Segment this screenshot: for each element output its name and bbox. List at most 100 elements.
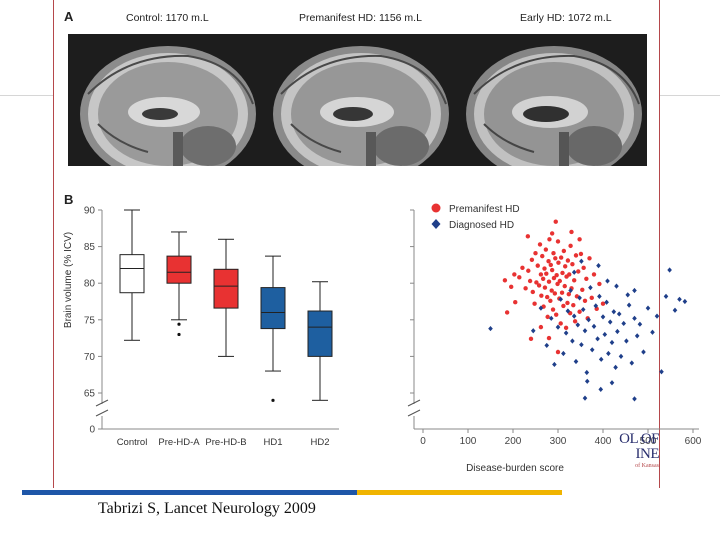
diagnosed-point: [667, 267, 672, 273]
category-label: Pre-HD-B: [205, 437, 246, 448]
diagnosed-point: [586, 317, 591, 323]
premanifest-point: [571, 302, 576, 308]
diagnosed-point: [629, 360, 635, 366]
y-tick-label: 0: [89, 425, 95, 436]
diagnosed-point: [582, 395, 588, 401]
premanifest-point: [502, 278, 508, 283]
logo-text-line2: INE: [635, 446, 660, 462]
premanifest-point: [548, 298, 553, 303]
premanifest-point: [597, 281, 602, 287]
premanifest-point: [550, 307, 556, 312]
legend-marker-diagnosed: [431, 219, 441, 229]
premanifest-point: [554, 312, 559, 317]
diagnosed-point: [595, 336, 600, 342]
diagnosed-point: [659, 369, 664, 375]
box-plot: Brain volume (% ICV) 0 65 70 75 80 85 90 Contro…: [63, 206, 339, 448]
diagnosed-point: [488, 325, 493, 332]
diagnosed-point: [593, 303, 599, 309]
diagnosed-point: [598, 356, 604, 362]
premanifest-point: [538, 324, 544, 330]
premanifest-point: [549, 267, 555, 273]
x-tick-label: 0: [420, 436, 426, 447]
premanifest-point: [543, 247, 549, 252]
premanifest-point: [582, 298, 588, 303]
premanifest-point: [567, 272, 572, 277]
diagnosed-point: [598, 386, 604, 392]
diagnosed-point: [663, 293, 669, 299]
premanifest-point: [572, 319, 578, 324]
outlier-point: [177, 322, 181, 326]
diagnosed-point: [591, 323, 597, 329]
premanifest-point: [562, 283, 567, 289]
premanifest-point: [557, 278, 562, 284]
x-tick-label: 100: [460, 436, 477, 447]
diagnosed-point: [573, 358, 579, 365]
premanifest-point: [535, 263, 540, 268]
diagnosed-point: [579, 258, 584, 264]
premanifest-point: [591, 272, 597, 277]
y-axis-label: Brain volume (% ICV): [63, 232, 74, 328]
premanifest-point: [555, 239, 561, 244]
diagnosed-point: [632, 396, 637, 402]
diagnosed-point: [634, 333, 640, 339]
premanifest-point: [561, 303, 566, 309]
diagnosed-point: [672, 307, 678, 313]
diagnosed-point: [589, 347, 595, 353]
premanifest-point: [546, 279, 552, 284]
diagnosed-point: [584, 378, 590, 384]
premanifest-point: [572, 278, 577, 283]
premanifest-point: [523, 286, 528, 291]
diagnosed-point: [626, 302, 632, 308]
brain-title-early-hd: Early HD: 1072 m.L: [520, 12, 612, 24]
premanifest-point: [552, 291, 558, 296]
panel-b-label: B: [64, 192, 74, 207]
premanifest-point: [578, 251, 584, 257]
premanifest-point: [589, 295, 594, 301]
panel-a-label: A: [64, 9, 74, 24]
diagnosed-point: [544, 342, 550, 349]
outlier-point: [177, 332, 181, 337]
brain-title-control: Control: 1170 m.L: [126, 12, 209, 24]
premanifest-point: [551, 275, 557, 281]
box-hd1: [260, 287, 286, 330]
diagnosed-point: [565, 308, 571, 314]
premanifest-point: [528, 336, 534, 342]
color-bar: [22, 490, 562, 495]
x-tick-label: 400: [595, 436, 612, 447]
diagnosed-point: [579, 342, 584, 348]
premanifest-point: [546, 259, 551, 264]
premanifest-point: [548, 262, 553, 268]
premanifest-point: [545, 294, 550, 300]
category-label: HD2: [310, 437, 329, 448]
premanifest-point: [556, 260, 561, 265]
university-logo: OL OF INE of Kansas: [597, 432, 659, 471]
x-tick-label: 500: [640, 436, 657, 447]
premanifest-point: [600, 301, 606, 306]
premanifest-point: [542, 266, 547, 271]
premanifest-point: [540, 276, 546, 282]
diagnosed-point: [552, 361, 557, 368]
category-label: HD1: [263, 437, 282, 448]
premanifest-point: [551, 250, 556, 256]
premanifest-point: [517, 275, 522, 280]
premanifest-point: [547, 237, 552, 242]
premanifest-point: [559, 290, 565, 295]
premanifest-point: [509, 284, 514, 290]
premanifest-point: [570, 261, 575, 267]
diagnosed-point: [571, 269, 577, 275]
diagnosed-point: [582, 328, 588, 334]
premanifest-point: [536, 283, 542, 288]
diagnosed-point: [637, 321, 643, 327]
box-pre-hd-a: [166, 255, 192, 284]
premanifest-point: [577, 309, 582, 314]
diagnosed-point: [650, 329, 655, 335]
premanifest-point: [538, 272, 544, 277]
diagnosed-point: [677, 296, 682, 302]
mri-image-premanifest: [261, 34, 454, 166]
axis-break-mark: [407, 399, 421, 417]
diagnosed-point: [584, 369, 590, 376]
premanifest-point: [576, 269, 581, 274]
premanifest-point: [581, 265, 586, 271]
diagnosed-point: [611, 309, 617, 315]
premanifest-point: [565, 300, 570, 306]
